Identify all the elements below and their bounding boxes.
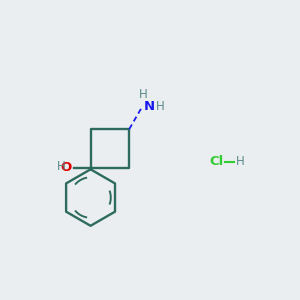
Text: H: H	[56, 160, 65, 173]
Text: O: O	[61, 161, 72, 174]
Text: Cl: Cl	[209, 155, 224, 168]
Text: H: H	[155, 100, 164, 113]
Text: H: H	[236, 155, 245, 168]
Text: N: N	[144, 100, 155, 113]
Text: H: H	[139, 88, 148, 101]
